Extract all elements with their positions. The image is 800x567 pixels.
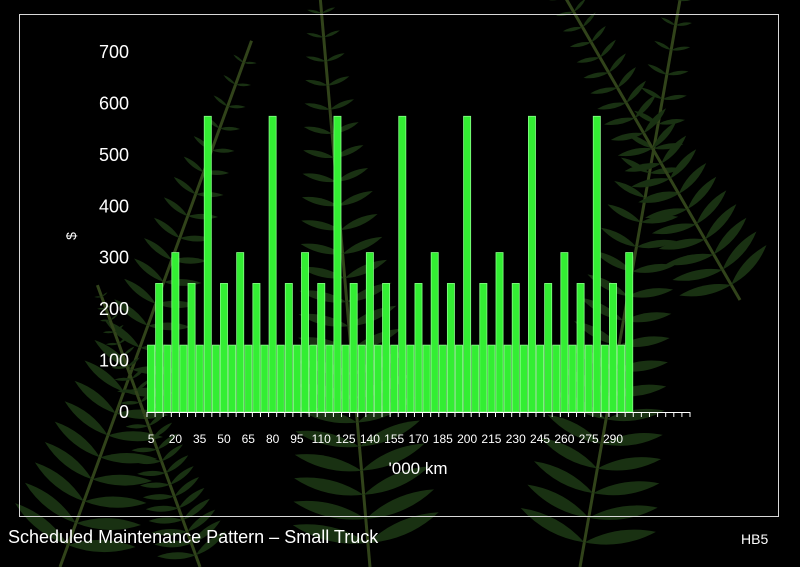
x-tick-label: 245	[530, 432, 550, 446]
x-tick-label: 260	[554, 432, 574, 446]
bar	[617, 344, 626, 413]
bar	[422, 344, 431, 413]
bar	[317, 283, 326, 413]
bar	[625, 252, 634, 413]
x-tick-label: 200	[457, 432, 477, 446]
bar	[244, 344, 253, 413]
bar	[220, 283, 228, 413]
x-tick-label: 20	[169, 432, 183, 446]
x-tick-label: 215	[481, 432, 501, 446]
bar	[584, 344, 593, 413]
bar	[357, 344, 366, 413]
bar	[268, 115, 277, 413]
x-tick-label: 5	[148, 432, 155, 446]
bar	[179, 344, 188, 413]
bar	[519, 344, 528, 413]
bar	[260, 344, 269, 413]
bar	[560, 252, 569, 413]
bar	[325, 344, 334, 413]
x-tick-label: 125	[336, 432, 356, 446]
bar	[552, 344, 561, 413]
bar	[455, 344, 463, 413]
bar-chart: 0 100 200 300 400 500 600 700 5 20 35 50 65 80 95 110 1…	[63, 42, 691, 478]
bar	[374, 344, 382, 413]
x-tick-label: 140	[360, 432, 380, 446]
bar	[495, 252, 504, 413]
bar	[301, 252, 309, 413]
bar	[252, 283, 261, 413]
bar	[228, 344, 237, 413]
x-tick-label: 80	[266, 432, 280, 446]
bar	[203, 115, 212, 413]
y-tick-label: 300	[99, 248, 129, 268]
y-tick-label: 100	[99, 351, 129, 371]
x-tick-label: 275	[579, 432, 599, 446]
bar	[309, 344, 318, 413]
bar	[592, 115, 601, 413]
bar	[406, 344, 415, 413]
bar	[430, 252, 439, 413]
slide-caption: Scheduled Maintenance Pattern – Small Tr…	[8, 527, 379, 547]
bar	[600, 344, 609, 413]
x-tick-label: 35	[193, 432, 207, 446]
x-tick-label: 185	[433, 432, 453, 446]
x-tick-label: 290	[603, 432, 623, 446]
bar	[211, 344, 220, 413]
y-tick-label: 500	[99, 145, 129, 165]
bar	[155, 283, 164, 413]
x-tick-label: 65	[242, 432, 256, 446]
bar	[284, 283, 293, 413]
bar	[438, 344, 447, 413]
bar	[528, 115, 536, 413]
y-tick-label: 200	[99, 299, 129, 319]
bar	[609, 283, 617, 413]
x-tick-label: 95	[290, 432, 304, 446]
y-tick-label: 0	[119, 402, 129, 422]
bar	[503, 344, 512, 413]
x-tick-label: 155	[384, 432, 404, 446]
bar	[163, 344, 172, 413]
slide-code: HB5	[741, 531, 769, 547]
chart-frame	[19, 14, 779, 517]
x-tick-label: 50	[217, 432, 231, 446]
bar	[292, 344, 301, 413]
bar	[333, 115, 342, 413]
bar	[487, 344, 496, 413]
bar	[446, 283, 455, 413]
bar	[187, 283, 196, 413]
bar	[147, 344, 155, 413]
y-tick-label: 600	[99, 93, 129, 113]
bar	[568, 344, 577, 413]
bar	[276, 344, 285, 413]
bar	[171, 252, 180, 413]
x-tick-label: 110	[312, 432, 331, 446]
bar	[236, 252, 245, 413]
bar	[390, 344, 399, 413]
bar	[382, 283, 391, 413]
bar	[365, 252, 374, 413]
y-tick-label: 400	[99, 196, 129, 216]
y-axis-label: $	[63, 232, 79, 240]
bar	[536, 344, 545, 413]
x-tick-label: 230	[506, 432, 526, 446]
y-tick-label: 700	[99, 42, 129, 62]
bar	[349, 283, 358, 413]
bar	[511, 283, 520, 413]
bar	[576, 283, 585, 413]
bar	[414, 283, 423, 413]
bar	[471, 344, 480, 413]
x-axis-label: '000 km	[389, 459, 448, 478]
x-tick-label: 170	[408, 432, 428, 446]
bar	[398, 115, 407, 413]
bar	[195, 344, 204, 413]
bar	[341, 344, 350, 413]
bar	[463, 115, 472, 413]
bar	[479, 283, 488, 413]
bar	[544, 283, 553, 413]
